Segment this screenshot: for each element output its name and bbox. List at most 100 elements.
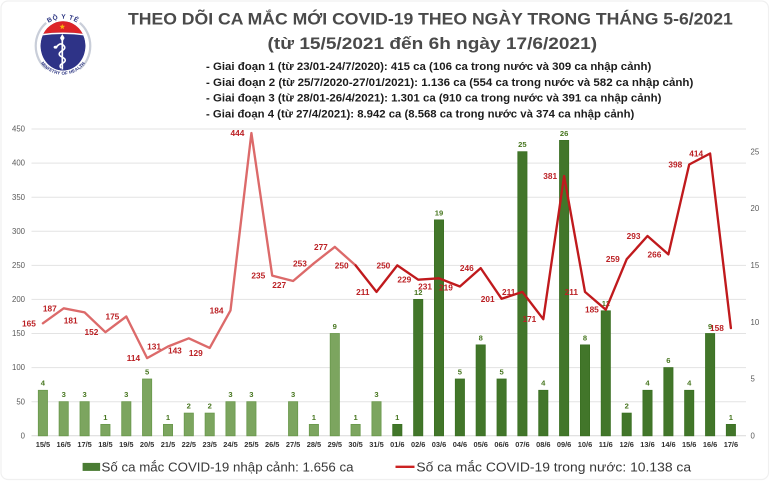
- svg-text:171: 171: [522, 314, 536, 324]
- svg-text:30/5: 30/5: [348, 440, 362, 449]
- svg-text:219: 219: [439, 283, 453, 293]
- svg-text:129: 129: [189, 348, 203, 358]
- svg-text:187: 187: [43, 303, 57, 313]
- svg-text:06/6: 06/6: [494, 440, 508, 449]
- svg-text:25: 25: [751, 147, 760, 156]
- svg-text:5: 5: [458, 367, 463, 376]
- svg-text:350: 350: [12, 193, 26, 202]
- svg-text:21/5: 21/5: [161, 440, 175, 449]
- svg-text:1: 1: [395, 413, 400, 422]
- svg-text:227: 227: [272, 280, 286, 290]
- svg-text:184: 184: [210, 305, 224, 315]
- svg-text:11/6: 11/6: [599, 440, 613, 449]
- svg-text:4: 4: [41, 379, 46, 388]
- svg-text:200: 200: [12, 295, 26, 304]
- svg-text:50: 50: [16, 397, 25, 406]
- svg-text:05/6: 05/6: [474, 440, 488, 449]
- svg-text:246: 246: [460, 263, 474, 273]
- svg-text:01/6: 01/6: [390, 440, 404, 449]
- svg-text:414: 414: [689, 149, 703, 159]
- svg-text:10/6: 10/6: [578, 440, 592, 449]
- svg-text:19/5: 19/5: [119, 440, 133, 449]
- svg-text:09/6: 09/6: [557, 440, 571, 449]
- svg-text:211: 211: [565, 287, 579, 297]
- svg-text:1: 1: [103, 413, 108, 422]
- svg-text:- Giai đoạn 2 (từ 25/7/2020-27: - Giai đoạn 2 (từ 25/7/2020-27/01/2021):…: [206, 77, 694, 89]
- svg-text:6: 6: [666, 356, 670, 365]
- svg-text:23/5: 23/5: [203, 440, 217, 449]
- svg-text:3: 3: [124, 390, 128, 399]
- svg-text:398: 398: [668, 160, 682, 170]
- svg-text:15/6: 15/6: [682, 440, 696, 449]
- svg-text:1: 1: [729, 413, 734, 422]
- svg-text:1: 1: [353, 413, 358, 422]
- svg-text:11: 11: [602, 299, 611, 308]
- svg-text:02/6: 02/6: [411, 440, 425, 449]
- svg-text:5: 5: [145, 367, 150, 376]
- svg-text:152: 152: [85, 327, 99, 337]
- svg-text:9: 9: [708, 322, 712, 331]
- svg-text:1: 1: [312, 413, 317, 422]
- svg-text:5: 5: [751, 375, 756, 384]
- svg-text:181: 181: [64, 315, 78, 325]
- svg-text:20: 20: [751, 204, 760, 213]
- svg-text:9: 9: [333, 322, 337, 331]
- svg-text:114: 114: [127, 353, 141, 363]
- svg-text:12/6: 12/6: [620, 440, 634, 449]
- svg-text:03/6: 03/6: [432, 440, 446, 449]
- svg-text:- Giai đoạn 4 (từ 27/4/2021):: - Giai đoạn 4 (từ 27/4/2021): 8.942 ca (…: [206, 108, 635, 120]
- svg-text:0: 0: [751, 431, 756, 440]
- svg-text:16/6: 16/6: [703, 440, 717, 449]
- svg-text:22/5: 22/5: [182, 440, 196, 449]
- svg-text:28/5: 28/5: [307, 440, 321, 449]
- svg-text:3: 3: [374, 390, 378, 399]
- svg-text:- Giai đoạn 1 (từ 23/01-24/7/2: - Giai đoạn 1 (từ 23/01-24/7/2020): 415 …: [206, 61, 652, 73]
- svg-text:143: 143: [168, 345, 182, 355]
- svg-text:0: 0: [21, 431, 26, 440]
- svg-text:150: 150: [12, 329, 26, 338]
- svg-text:17/6: 17/6: [724, 440, 738, 449]
- svg-text:165: 165: [22, 318, 36, 328]
- svg-text:293: 293: [627, 231, 641, 241]
- svg-text:2: 2: [625, 402, 629, 411]
- svg-text:07/6: 07/6: [515, 440, 529, 449]
- svg-text:3: 3: [291, 390, 295, 399]
- svg-text:259: 259: [606, 254, 620, 264]
- svg-text:300: 300: [12, 227, 26, 236]
- svg-text:25: 25: [518, 140, 527, 149]
- svg-text:18/5: 18/5: [98, 440, 112, 449]
- svg-text:8: 8: [583, 333, 587, 342]
- svg-text:04/6: 04/6: [453, 440, 467, 449]
- svg-text:2: 2: [187, 402, 191, 411]
- svg-text:5: 5: [499, 367, 504, 376]
- svg-text:381: 381: [543, 171, 557, 181]
- svg-text:253: 253: [293, 258, 307, 268]
- svg-text:3: 3: [249, 390, 253, 399]
- svg-text:3: 3: [62, 390, 66, 399]
- svg-text:Số ca mắc COVID-19 trong nước:: Số ca mắc COVID-19 trong nước: 10.138 ca: [416, 459, 692, 474]
- svg-text:100: 100: [12, 363, 26, 372]
- svg-text:31/5: 31/5: [369, 440, 383, 449]
- svg-text:1: 1: [166, 413, 171, 422]
- svg-text:185: 185: [585, 305, 599, 315]
- svg-text:450: 450: [12, 125, 26, 134]
- svg-text:231: 231: [418, 281, 432, 291]
- svg-text:229: 229: [397, 275, 411, 285]
- svg-text:250: 250: [376, 260, 390, 270]
- svg-text:17/5: 17/5: [77, 440, 91, 449]
- svg-text:4: 4: [645, 379, 650, 388]
- svg-text:16/5: 16/5: [57, 440, 71, 449]
- svg-text:14/6: 14/6: [661, 440, 675, 449]
- svg-text:250: 250: [12, 261, 26, 270]
- svg-text:08/6: 08/6: [536, 440, 550, 449]
- svg-text:8: 8: [479, 333, 483, 342]
- svg-text:250: 250: [335, 260, 349, 270]
- svg-text:12: 12: [414, 288, 422, 297]
- svg-text:444: 444: [231, 128, 245, 138]
- svg-text:26/5: 26/5: [265, 440, 279, 449]
- svg-text:25/5: 25/5: [244, 440, 258, 449]
- svg-text:- Giai đoạn 3 (từ 28/01-26/4/2: - Giai đoạn 3 (từ 28/01-26/4/2021): 1.30…: [206, 93, 662, 105]
- svg-text:4: 4: [687, 379, 692, 388]
- svg-text:Số ca mắc COVID-19 nhập cảnh:: Số ca mắc COVID-19 nhập cảnh: 1.656 ca: [102, 459, 355, 474]
- svg-text:175: 175: [105, 312, 119, 322]
